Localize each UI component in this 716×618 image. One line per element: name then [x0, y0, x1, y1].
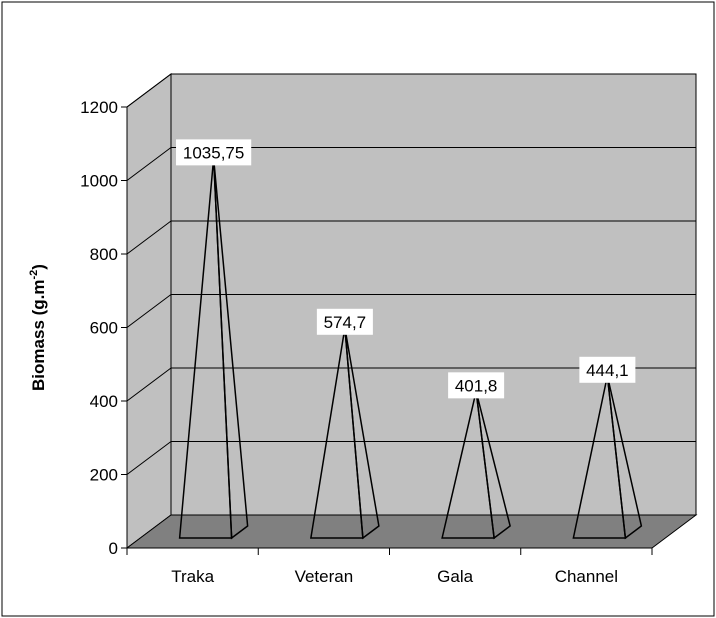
floor — [125, 514, 698, 549]
y-tick-label: 1000 — [80, 172, 118, 191]
data-label: 444,1 — [586, 361, 629, 380]
gridline-side — [126, 441, 172, 475]
y-tick-label: 400 — [90, 392, 118, 411]
gridline-side — [126, 147, 172, 181]
pyramid-side-face — [344, 327, 380, 540]
pyramid-bar — [178, 158, 249, 540]
data-label: 1035,75 — [183, 143, 244, 162]
gridline-side — [126, 367, 172, 402]
x-tick-label: Veteran — [295, 567, 354, 586]
x-tick-label: Gala — [437, 567, 473, 586]
y-tick-label: 600 — [90, 319, 118, 338]
y-tick-label: 800 — [90, 245, 118, 264]
y-tick-label: 200 — [90, 466, 118, 485]
pyramid-side-face — [606, 375, 643, 540]
pyramid-bar — [441, 391, 511, 540]
data-label-box — [176, 139, 252, 166]
y-tick-label: 1200 — [80, 98, 118, 117]
y-axis-title-main: Biomass (g.m — [29, 279, 48, 390]
data-label-box — [448, 372, 505, 399]
y-axis-title-close: ) — [29, 264, 48, 270]
pyramid-side-face — [212, 158, 249, 540]
gridline-side — [126, 220, 172, 255]
y-axis-title-superscript: -2 — [28, 270, 40, 280]
pyramid-side-face — [475, 391, 511, 540]
data-label: 401,8 — [455, 376, 498, 395]
gridline-side — [126, 73, 172, 108]
gridline-side — [126, 294, 172, 328]
y-axis-title: Biomass (g.m-2) — [28, 264, 48, 391]
x-tick-label: Channel — [555, 567, 618, 586]
x-tick-label: Traka — [171, 567, 214, 586]
pyramid-bar — [572, 375, 643, 540]
data-label-box — [579, 356, 636, 383]
labels-layer: 0 200 400 600 800 1000 1200 Traka 1035,75 Veteran… — [80, 98, 636, 586]
pyramid-bar — [309, 327, 380, 540]
data-label: 574,7 — [324, 313, 367, 332]
data-label-box — [316, 308, 373, 335]
y-tick-label: 0 — [109, 539, 118, 558]
plot-area — [121, 73, 698, 555]
